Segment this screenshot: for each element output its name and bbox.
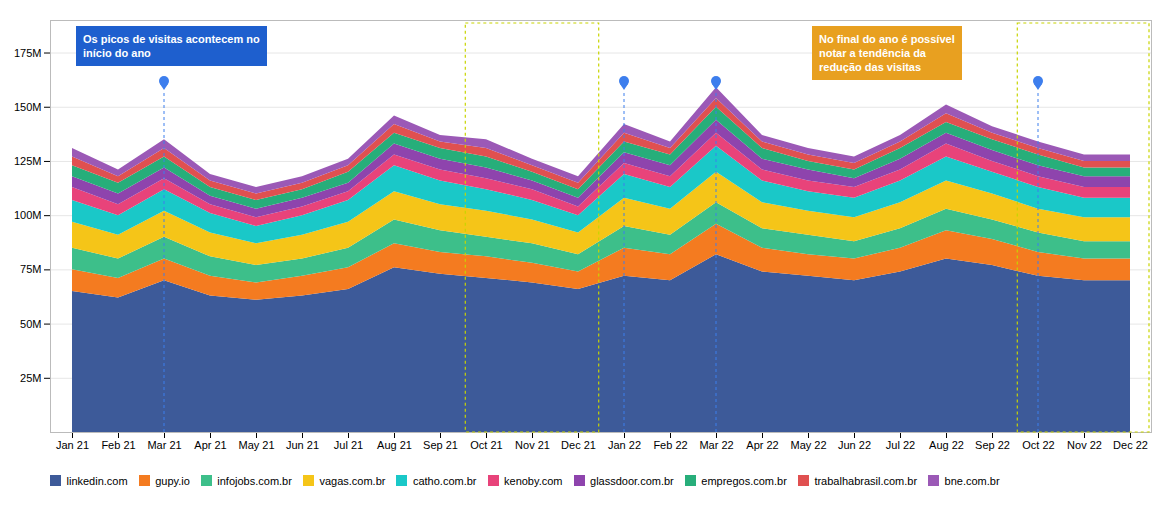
html-text:trabalhabrasil.com.br: trabalhabrasil.com.br — [814, 474, 918, 487]
svg-text:50M: 50M — [20, 318, 41, 330]
svg-text:Aug 22: Aug 22 — [929, 439, 964, 451]
html-text:gupy.io: gupy.io — [155, 474, 190, 487]
svg-text:75M: 75M — [20, 263, 41, 275]
html-text:No final do ano é possível not: No final do ano é possível notar a tendê… — [819, 33, 955, 73]
svg-text:125M: 125M — [14, 155, 42, 167]
html-text:infojobs.com.br: infojobs.com.br — [217, 474, 292, 487]
svg-text:Jan 21: Jan 21 — [56, 439, 89, 451]
svg-text:Sep 22: Sep 22 — [975, 439, 1010, 451]
svg-text:Jan 22: Jan 22 — [608, 439, 641, 451]
svg-text:Jul 21: Jul 21 — [334, 439, 363, 451]
svg-text:100M: 100M — [14, 209, 42, 221]
svg-text:Feb 22: Feb 22 — [653, 439, 687, 451]
svg-text:Mar 22: Mar 22 — [699, 439, 733, 451]
svg-text:Mar 21: Mar 21 — [147, 439, 181, 451]
svg-text:150M: 150M — [14, 101, 42, 113]
svg-text:May 21: May 21 — [238, 439, 274, 451]
svg-text:Nov 22: Nov 22 — [1067, 439, 1102, 451]
svg-text:Oct 22: Oct 22 — [1022, 439, 1054, 451]
svg-text:Dec 22: Dec 22 — [1113, 439, 1148, 451]
svg-text:Feb 21: Feb 21 — [101, 439, 135, 451]
html-text:linkedin.com: linkedin.com — [66, 474, 128, 487]
html-text:Os picos de visitas acontecem: Os picos de visitas acontecem no início … — [83, 33, 260, 59]
svg-text:Jun 21: Jun 21 — [286, 439, 319, 451]
svg-text:May 22: May 22 — [790, 439, 826, 451]
html-text:bne.com.br: bne.com.br — [944, 474, 1000, 487]
html-text:vagas.com.br: vagas.com.br — [319, 474, 386, 487]
html-text:catho.com.br: catho.com.br — [412, 474, 477, 487]
svg-text:Dec 21: Dec 21 — [561, 439, 596, 451]
svg-text:Jul 22: Jul 22 — [886, 439, 915, 451]
html-text:empregos.com.br: empregos.com.br — [701, 474, 787, 487]
svg-text:Oct 21: Oct 21 — [470, 439, 502, 451]
svg-text:Apr 21: Apr 21 — [194, 439, 226, 451]
svg-text:175M: 175M — [14, 47, 42, 59]
svg-text:Apr 22: Apr 22 — [746, 439, 778, 451]
svg-text:Aug 21: Aug 21 — [377, 439, 412, 451]
svg-text:25M: 25M — [20, 372, 41, 384]
svg-text:Nov 21: Nov 21 — [515, 439, 550, 451]
html-text:kenoby.com: kenoby.com — [504, 474, 563, 487]
html-text:glassdoor.com.br: glassdoor.com.br — [590, 474, 674, 487]
svg-text:Jun 22: Jun 22 — [838, 439, 871, 451]
svg-text:Sep 21: Sep 21 — [423, 439, 458, 451]
